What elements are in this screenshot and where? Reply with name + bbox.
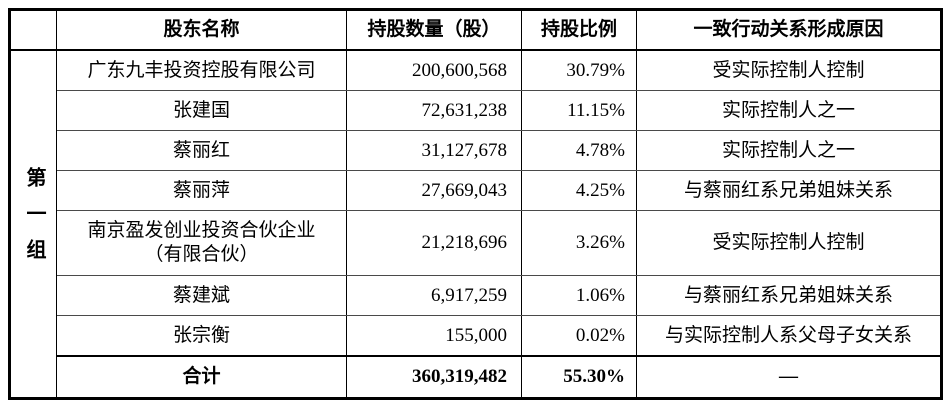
table-row: 张建国 72,631,238 11.15% 实际控制人之一 — [10, 90, 942, 131]
relationship-reason: 实际控制人之一 — [636, 130, 942, 171]
relationship-reason: 与蔡丽红系兄弟姐妹关系 — [636, 170, 942, 211]
shareholding-ratio: 11.15% — [521, 90, 637, 131]
table-header-row: 股东名称 持股数量（股） 持股比例 一致行动关系形成原因 — [9, 9, 942, 51]
shareholder-name: 蔡丽红 — [56, 130, 347, 171]
shareholders-table: 股东名称 持股数量（股） 持股比例 一致行动关系形成原因 第一组 广东九丰投资控… — [8, 8, 943, 400]
shares-held: 27,669,043 — [346, 170, 522, 211]
column-header-shares: 持股数量（股） — [346, 9, 522, 51]
shareholding-ratio: 30.79% — [521, 49, 637, 91]
relationship-reason: 受实际控制人控制 — [636, 49, 942, 91]
table-row: 张宗衡 155,000 0.02% 与实际控制人系父母子女关系 — [10, 315, 942, 357]
shareholder-name: 张建国 — [56, 90, 347, 131]
group-label-cell: 第一组 — [9, 50, 57, 399]
shareholding-ratio: 0.02% — [521, 315, 637, 357]
total-reason: — — [636, 355, 942, 399]
group-label: 第一组 — [23, 166, 45, 275]
shareholder-name: 南京盈发创业投资合伙企业 （有限合伙） — [56, 210, 347, 276]
table-row: 南京盈发创业投资合伙企业 （有限合伙） 21,218,696 3.26% 受实际… — [10, 210, 942, 276]
relationship-reason: 与实际控制人系父母子女关系 — [636, 315, 942, 357]
shares-held: 200,600,568 — [346, 49, 522, 91]
total-row: 合计 360,319,482 55.30% — — [10, 355, 942, 399]
column-header-ratio: 持股比例 — [521, 9, 637, 51]
shareholder-name: 蔡丽萍 — [56, 170, 347, 211]
shareholder-name: 蔡建斌 — [56, 275, 347, 316]
shares-held: 31,127,678 — [346, 130, 522, 171]
shares-held: 21,218,696 — [346, 210, 522, 276]
shares-held: 6,917,259 — [346, 275, 522, 316]
shares-held: 72,631,238 — [346, 90, 522, 131]
column-header-name: 股东名称 — [56, 9, 347, 51]
shareholder-name: 张宗衡 — [56, 315, 347, 357]
shareholding-ratio: 4.25% — [521, 170, 637, 211]
relationship-reason: 实际控制人之一 — [636, 90, 942, 131]
relationship-reason: 与蔡丽红系兄弟姐妹关系 — [636, 275, 942, 316]
table-row: 第一组 广东九丰投资控股有限公司 200,600,568 30.79% 受实际控… — [9, 49, 942, 399]
group-header-cell — [9, 9, 57, 51]
column-header-reason: 一致行动关系形成原因 — [636, 9, 942, 51]
table-row: 蔡丽萍 27,669,043 4.25% 与蔡丽红系兄弟姐妹关系 — [10, 170, 942, 211]
table-row: 蔡建斌 6,917,259 1.06% 与蔡丽红系兄弟姐妹关系 — [10, 275, 942, 316]
table-row: 蔡丽红 31,127,678 4.78% 实际控制人之一 — [10, 130, 942, 171]
shareholder-name: 广东九丰投资控股有限公司 — [56, 49, 347, 91]
shareholding-ratio: 3.26% — [521, 210, 637, 276]
shareholding-ratio: 4.78% — [521, 130, 637, 171]
total-ratio: 55.30% — [521, 355, 637, 399]
total-shares: 360,319,482 — [346, 355, 522, 399]
shareholding-ratio: 1.06% — [521, 275, 637, 316]
shares-held: 155,000 — [346, 315, 522, 357]
total-label: 合计 — [56, 355, 347, 399]
relationship-reason: 受实际控制人控制 — [636, 210, 942, 276]
